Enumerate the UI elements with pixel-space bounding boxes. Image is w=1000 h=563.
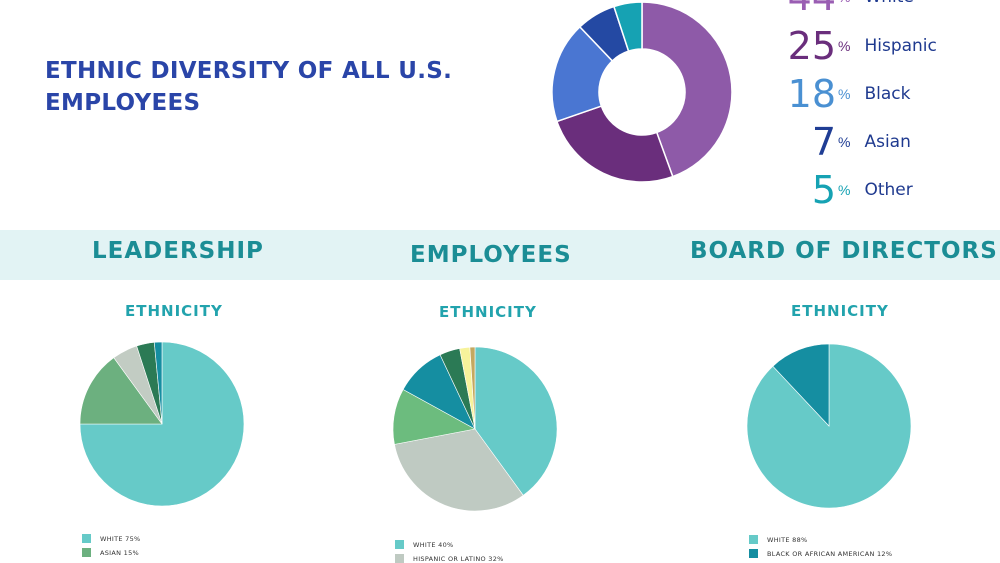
- legend-item: WHITE 40%: [395, 540, 454, 549]
- donut-legend-label: Hispanic: [864, 36, 937, 56]
- employees-slice-hispanic-or-latino: [394, 428, 524, 512]
- donut-legend-row: 7% Asian: [760, 119, 1000, 165]
- legend-item: ASIAN 15%: [82, 548, 139, 557]
- donut-legend-row: 25% Hispanic: [760, 23, 1000, 69]
- legend-item: WHITE 88%: [749, 535, 808, 544]
- legend-label: WHITE 88%: [767, 535, 808, 544]
- legend-swatch: [82, 548, 91, 557]
- board-slice-white: [746, 343, 912, 509]
- diversity-donut-chart: [551, 1, 733, 183]
- legend-label: WHITE 40%: [413, 540, 454, 549]
- section-title-leadership: LEADERSHIP: [92, 238, 264, 264]
- donut-legend-row: 44% White: [760, 0, 1000, 20]
- leadership-pie-chart: [79, 341, 245, 507]
- donut-legend-unit: %: [838, 86, 851, 102]
- donut-slice-other: [612, 1, 643, 53]
- employees-slice-slice-7: [469, 346, 476, 430]
- legend-swatch: [395, 554, 404, 563]
- donut-legend-value: 44: [760, 0, 836, 20]
- leadership-slice-white: [79, 341, 245, 507]
- legend-swatch: [82, 534, 91, 543]
- subtitle-employees: ETHNICITY: [439, 303, 537, 321]
- subtitle-board: ETHNICITY: [791, 302, 889, 320]
- page-title: ETHNIC DIVERSITY OF ALL U.S. EMPLOYEES: [45, 58, 453, 116]
- legend-item: BLACK OR AFRICAN AMERICAN 12%: [749, 549, 892, 558]
- legend-label: BLACK OR AFRICAN AMERICAN 12%: [767, 549, 893, 558]
- legend-label: ASIAN 15%: [100, 548, 140, 557]
- legend-label: WHITE 75%: [100, 534, 141, 543]
- legend-swatch: [749, 535, 758, 544]
- legend-swatch: [749, 549, 758, 558]
- donut-legend-unit: %: [838, 0, 850, 5]
- employees-slice-white: [474, 346, 558, 496]
- section-header-band: [0, 230, 1000, 280]
- legend-item: WHITE 75%: [82, 534, 141, 543]
- donut-legend-label: Black: [864, 84, 911, 104]
- donut-legend-value: 5: [811, 168, 836, 212]
- legend-swatch: [395, 540, 404, 549]
- donut-slice-white: [641, 1, 733, 178]
- leadership-slice-slice-5: [153, 341, 163, 425]
- donut-legend-unit: %: [838, 182, 851, 198]
- subtitle-leadership: ETHNICITY: [125, 302, 223, 320]
- donut-legend-value: 25: [787, 24, 836, 68]
- donut-legend-value: 7: [811, 120, 836, 164]
- donut-legend-value: 18: [787, 72, 836, 116]
- legend-item: HISPANIC OR LATINO 32%: [395, 554, 504, 563]
- board-slice-black-or-african-american: [772, 343, 830, 427]
- section-title-employees: EMPLOYEES: [410, 242, 572, 268]
- donut-legend-label: Asian: [864, 132, 911, 152]
- donut-slice-black: [551, 25, 614, 123]
- donut-legend-label: White: [864, 0, 913, 7]
- donut-legend-unit: %: [838, 134, 851, 150]
- donut-legend-label: Other: [864, 180, 913, 200]
- employees-pie-chart: [392, 346, 558, 512]
- donut-legend-unit: %: [838, 38, 851, 54]
- donut-legend-row: 5% Other: [760, 167, 1000, 213]
- legend-label: HISPANIC OR LATINO 32%: [413, 554, 504, 563]
- board-pie-chart: [746, 343, 912, 509]
- donut-legend-row: 18% Black: [760, 71, 1000, 117]
- section-title-board: BOARD OF DIRECTORS: [690, 238, 998, 264]
- donut-slice-hispanic: [555, 105, 674, 183]
- leadership-slice-asian: [79, 357, 163, 425]
